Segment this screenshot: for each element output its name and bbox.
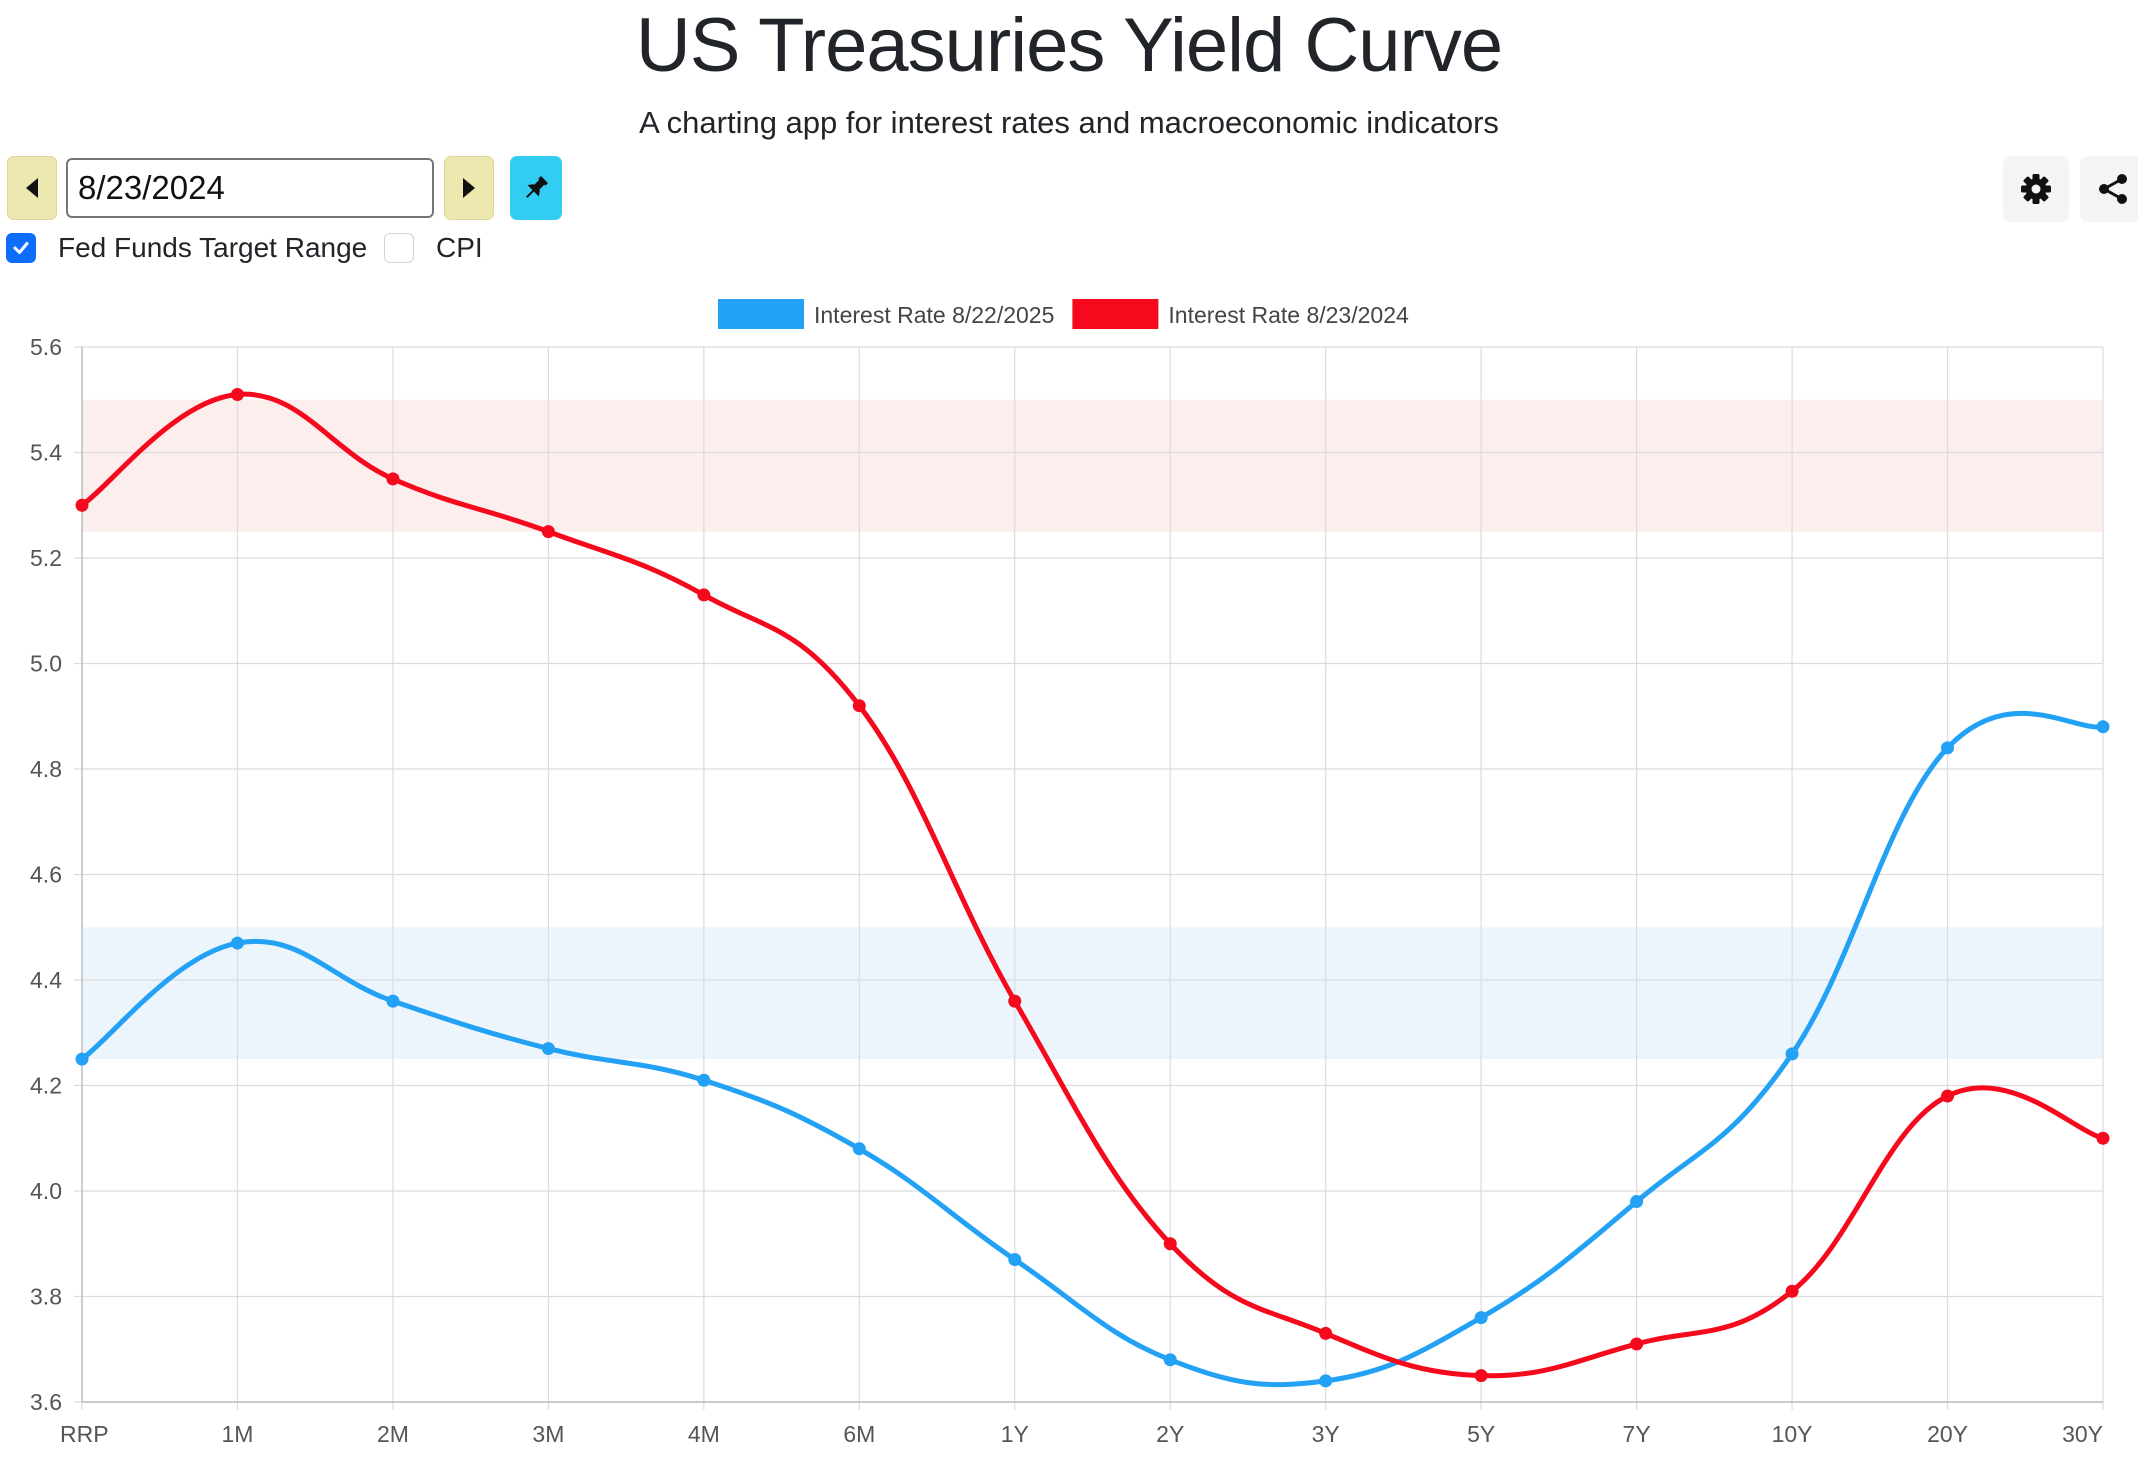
- data-point-1-4M[interactable]: [697, 588, 711, 602]
- data-point-1-20Y[interactable]: [1941, 1089, 1955, 1103]
- caret-left-icon: [26, 178, 38, 198]
- y-tick-label: 4.4: [30, 967, 62, 993]
- chart-axes: 5.6 5.4 5.2 5.0 4.8 4.6 4.4 4.2 4.0 3.8 3.6 RRP 1M 2M…: [30, 334, 2103, 1447]
- chart-points: [75, 387, 2110, 1388]
- legend-swatch-0[interactable]: [718, 299, 804, 329]
- data-point-0-10Y[interactable]: [1785, 1047, 1799, 1061]
- chart-legend: Interest Rate 8/22/2025 Interest Rate 8/2…: [718, 299, 1409, 329]
- y-tick-label: 4.0: [30, 1178, 62, 1204]
- x-tick-label: 3M: [532, 1421, 564, 1447]
- data-point-0-2Y[interactable]: [1163, 1353, 1177, 1367]
- data-point-1-3Y[interactable]: [1319, 1326, 1333, 1340]
- legend-label-0[interactable]: Interest Rate 8/22/2025: [814, 302, 1054, 328]
- cpi-option[interactable]: CPI: [384, 228, 483, 268]
- data-point-1-1Y[interactable]: [1008, 994, 1022, 1008]
- data-point-1-10Y[interactable]: [1785, 1284, 1799, 1298]
- y-tick-label: 5.0: [30, 651, 62, 677]
- pin-icon: [526, 176, 548, 198]
- page-subtitle: A charting app for interest rates and ma…: [639, 105, 1499, 140]
- pin-button[interactable]: [510, 156, 562, 220]
- y-tick-label: 5.6: [30, 334, 62, 360]
- fed-funds-option[interactable]: Fed Funds Target Range: [6, 228, 367, 268]
- data-point-0-20Y[interactable]: [1941, 741, 1955, 755]
- legend-label-1[interactable]: Interest Rate 8/23/2024: [1168, 302, 1409, 328]
- data-point-0-6M[interactable]: [852, 1142, 866, 1156]
- x-tick-label: 10Y: [1772, 1421, 1813, 1447]
- yield-curve-chart: 5.6 5.4 5.2 5.0 4.8 4.6 4.4 4.2 4.0 3.8 3.6 RRP 1M 2M…: [30, 299, 2110, 1447]
- x-tick-label: 3Y: [1312, 1421, 1340, 1447]
- data-point-1-RRP[interactable]: [75, 498, 89, 512]
- data-point-0-7Y[interactable]: [1630, 1195, 1644, 1209]
- next-date-button[interactable]: [444, 156, 494, 220]
- data-point-1-2Y[interactable]: [1163, 1237, 1177, 1251]
- data-point-1-3M[interactable]: [541, 525, 555, 539]
- fed-funds-band-1: [82, 399, 2103, 532]
- y-tick-label: 4.2: [30, 1073, 62, 1099]
- checkmark-icon: [13, 242, 29, 254]
- y-tick-label: 5.4: [30, 440, 62, 466]
- legend-swatch-1[interactable]: [1072, 299, 1159, 329]
- data-point-1-1M[interactable]: [230, 387, 244, 401]
- data-point-1-7Y[interactable]: [1630, 1337, 1644, 1351]
- share-button[interactable]: [2080, 156, 2138, 222]
- x-tick-label: 7Y: [1623, 1421, 1651, 1447]
- data-point-1-2M[interactable]: [386, 472, 400, 486]
- x-tick-label: 2Y: [1156, 1421, 1184, 1447]
- data-point-0-2M[interactable]: [386, 994, 400, 1008]
- x-tick-label: 1M: [221, 1421, 253, 1447]
- chart-lines: [79, 391, 2106, 1388]
- cpi-label[interactable]: CPI: [436, 232, 483, 263]
- previous-date-button[interactable]: [7, 156, 57, 220]
- data-point-1-30Y[interactable]: [2096, 1131, 2110, 1145]
- gear-icon: [2021, 174, 2051, 204]
- data-point-0-4M[interactable]: [697, 1073, 711, 1087]
- data-point-0-5Y[interactable]: [1474, 1311, 1488, 1325]
- fed-funds-bands: [82, 399, 2103, 1060]
- data-point-0-3Y[interactable]: [1319, 1374, 1333, 1388]
- cpi-checkbox[interactable]: [384, 233, 414, 263]
- x-tick-label: 30Y: [2062, 1421, 2103, 1447]
- settings-button[interactable]: [2003, 156, 2069, 222]
- y-tick-label: 4.8: [30, 756, 62, 782]
- data-point-0-1Y[interactable]: [1008, 1253, 1022, 1267]
- fed-funds-checkbox[interactable]: [6, 233, 36, 263]
- date-input[interactable]: [66, 158, 434, 218]
- data-point-1-5Y[interactable]: [1474, 1369, 1488, 1383]
- series-line-0: [79, 710, 2106, 1388]
- x-tick-label: 20Y: [1927, 1421, 1968, 1447]
- data-point-0-1M[interactable]: [230, 936, 244, 950]
- y-tick-label: 3.6: [30, 1389, 62, 1415]
- series-line-1: [79, 391, 2106, 1379]
- data-point-1-6M[interactable]: [852, 699, 866, 713]
- x-tick-label: RRP: [60, 1421, 109, 1447]
- x-tick-label: 2M: [377, 1421, 409, 1447]
- y-tick-label: 5.2: [30, 545, 62, 571]
- chart-grid: [74, 346, 2104, 1410]
- share-icon: [2099, 174, 2127, 204]
- data-point-0-30Y[interactable]: [2096, 720, 2110, 734]
- data-point-0-RRP[interactable]: [75, 1052, 89, 1066]
- x-tick-label: 4M: [688, 1421, 720, 1447]
- page-title: US Treasuries Yield Curve: [635, 3, 1503, 88]
- data-point-0-3M[interactable]: [541, 1042, 555, 1056]
- caret-right-icon: [463, 178, 475, 198]
- fed-funds-label[interactable]: Fed Funds Target Range: [58, 232, 368, 263]
- fed-funds-band-0: [82, 927, 2103, 1060]
- x-tick-label: 6M: [843, 1421, 875, 1447]
- y-tick-label: 3.8: [30, 1284, 62, 1310]
- x-tick-label: 1Y: [1001, 1421, 1029, 1447]
- x-tick-label: 5Y: [1467, 1421, 1495, 1447]
- y-tick-label: 4.6: [30, 862, 62, 888]
